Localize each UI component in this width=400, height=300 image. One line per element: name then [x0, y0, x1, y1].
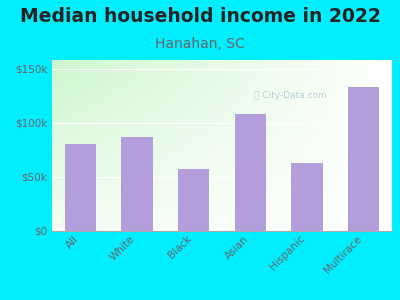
Bar	[65, 144, 96, 231]
Bar	[235, 114, 266, 231]
Bar	[348, 87, 379, 231]
Bar	[292, 163, 322, 231]
Bar	[122, 137, 152, 231]
Text: Median household income in 2022: Median household income in 2022	[20, 8, 380, 26]
Bar	[178, 169, 209, 231]
Text: 🔍 City-Data.com: 🔍 City-Data.com	[254, 91, 326, 100]
Text: Hanahan, SC: Hanahan, SC	[155, 38, 245, 52]
